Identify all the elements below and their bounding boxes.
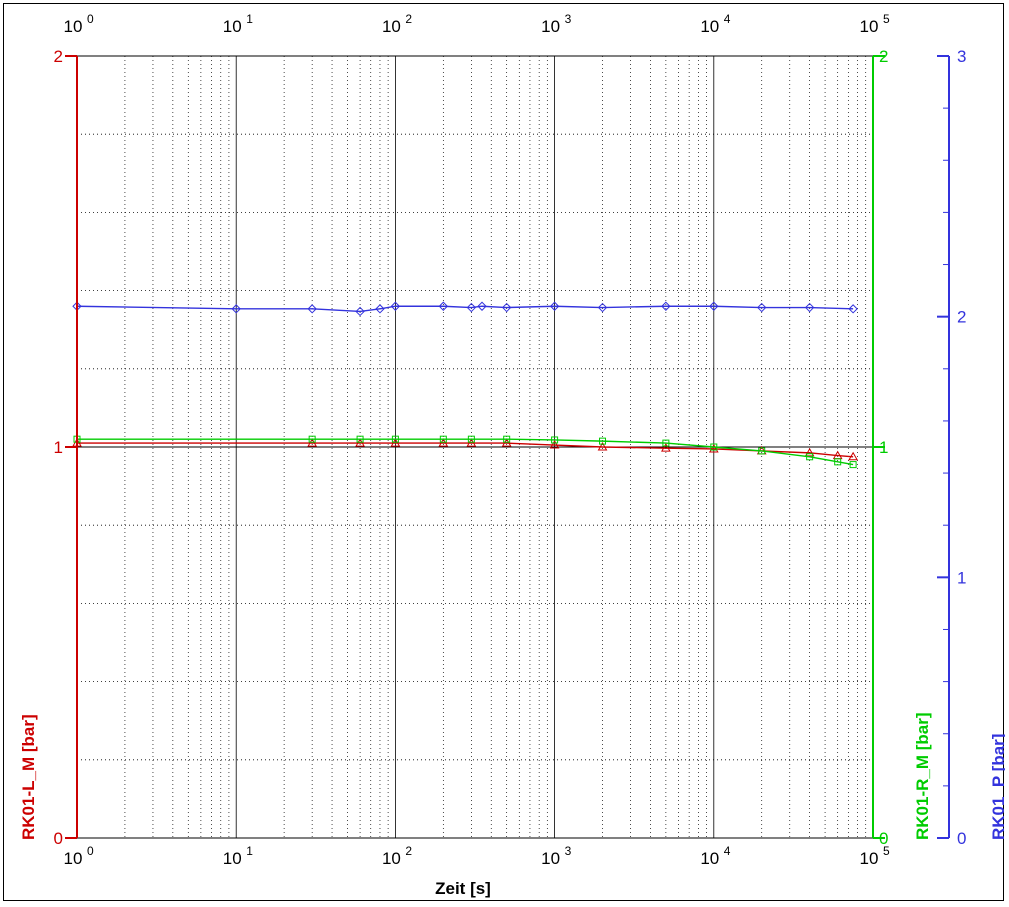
x-axis-tick-label-bottom: 10 xyxy=(541,849,560,868)
x-axis-tick-label-bottom-exp: 3 xyxy=(565,844,572,858)
grid xyxy=(76,55,874,839)
series-line xyxy=(77,438,854,466)
series-marker xyxy=(375,304,385,314)
series-group xyxy=(72,301,858,469)
x-axis-tick-label-bottom: 10 xyxy=(700,849,719,868)
x-axis-tick-label-top: 10 xyxy=(700,17,719,36)
right-axis-r-m-tick-label: 0 xyxy=(879,829,888,848)
x-axis-tick-label-bottom: 10 xyxy=(223,849,242,868)
right-axis-p-tick-label: 0 xyxy=(957,829,966,848)
series-marker xyxy=(231,304,241,314)
x-axis-tick-label-top: 10 xyxy=(541,17,560,36)
x-axis-tick-label-bottom-exp: 1 xyxy=(246,844,253,858)
x-axis-tick-label-bottom: 10 xyxy=(860,849,879,868)
series-marker xyxy=(661,301,671,311)
series-line xyxy=(77,442,854,458)
series-marker xyxy=(390,301,401,311)
series-marker xyxy=(709,301,719,311)
series-marker xyxy=(804,302,815,313)
series-marker xyxy=(477,301,487,311)
right-axis-p-tick-label: 1 xyxy=(957,568,966,587)
series-marker xyxy=(549,440,560,449)
series-marker xyxy=(662,439,670,447)
series-marker xyxy=(849,461,857,469)
series-marker xyxy=(355,306,365,317)
series-marker xyxy=(708,443,719,453)
right-axis-p-tick-label: 2 xyxy=(957,308,966,327)
right-axis-label-r-m: RK01-R_M [bar] xyxy=(913,712,932,840)
x-axis-tick-label-top: 10 xyxy=(64,17,83,36)
x-axis-tick-label-bottom-exp: 5 xyxy=(883,844,890,858)
chart-frame: 0 1 2 0 1 2 0 1 2 3 10 0 10 0 10 1 10 1 10 2 10 2 10 3 10 3 10 4 10 4… xyxy=(3,3,1008,901)
series-marker xyxy=(848,451,858,461)
series-marker xyxy=(806,453,814,461)
x-axis-tick-label-top: 10 xyxy=(223,17,242,36)
x-axis-tick-label-top: 10 xyxy=(382,17,401,36)
series-marker xyxy=(466,302,477,313)
x-axis-tick-label-top-exp: 0 xyxy=(87,12,94,26)
x-axis-tick-label-top-exp: 1 xyxy=(246,12,253,26)
left-axis-tick-label: 1 xyxy=(54,438,63,457)
series-marker xyxy=(549,301,560,311)
series-marker xyxy=(834,458,842,466)
series-marker xyxy=(356,435,364,443)
x-axis-tick-label-top: 10 xyxy=(860,17,879,36)
left-axis-tick-label: 0 xyxy=(54,829,63,848)
x-axis-tick-label-top-exp: 3 xyxy=(565,12,572,26)
right-axis-r-m-tick-label: 2 xyxy=(879,47,888,66)
series-marker xyxy=(804,447,815,457)
left-axis-label: RK01-L_M [bar] xyxy=(19,714,38,840)
series-marker xyxy=(757,302,767,313)
right-axis-p-tick-label: 3 xyxy=(957,47,966,66)
x-axis-tick-label-top-exp: 5 xyxy=(883,12,890,26)
right-axis-label-p: RK01_P [bar] xyxy=(989,734,1005,840)
left-axis-tick-label: 2 xyxy=(54,47,63,66)
x-axis-tick-label-top-exp: 4 xyxy=(724,12,731,26)
series-marker xyxy=(661,443,671,452)
x-axis-tick-label-bottom: 10 xyxy=(64,849,83,868)
series-marker xyxy=(467,435,475,443)
series-marker xyxy=(503,435,511,443)
series-line xyxy=(76,305,854,313)
series-marker xyxy=(758,447,766,455)
series-marker xyxy=(597,302,608,313)
x-axis-tick-label-bottom-exp: 4 xyxy=(724,844,731,858)
series-marker xyxy=(551,436,559,444)
series-marker xyxy=(501,302,512,313)
x-axis-tick-label-bottom-exp: 2 xyxy=(405,844,412,858)
x-axis-tick-label-top-exp: 2 xyxy=(405,12,412,26)
series-marker xyxy=(710,443,718,451)
x-axis-tick-label-bottom-exp: 0 xyxy=(87,844,94,858)
x-axis-label: Zeit [s] xyxy=(435,879,491,898)
x-axis-tick-label-bottom: 10 xyxy=(382,849,401,868)
series-marker xyxy=(848,304,858,314)
right-axis-r-m-tick-label: 1 xyxy=(879,438,888,457)
series-marker xyxy=(307,304,317,314)
series-marker xyxy=(391,435,399,443)
series-marker xyxy=(597,441,608,451)
series-marker xyxy=(439,435,447,443)
series-marker xyxy=(438,301,449,311)
series-marker xyxy=(599,437,607,445)
series-marker xyxy=(308,435,316,443)
